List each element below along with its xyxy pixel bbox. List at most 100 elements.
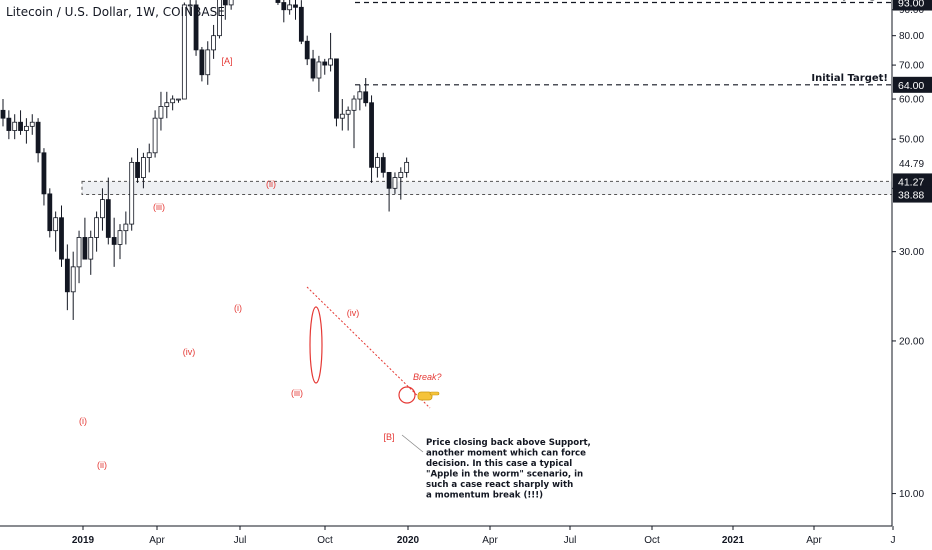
candle-body: [322, 61, 328, 66]
candle-body: [35, 121, 41, 154]
support-top-badge: [893, 173, 932, 190]
pointing-hand-icon: [417, 391, 440, 401]
x-tick-label: J: [891, 535, 896, 546]
y-tick-label-extra: 44.79: [899, 159, 924, 170]
note-line: Price closing back above Support,: [426, 438, 591, 448]
candle-body: [111, 237, 117, 245]
wave-label: [B]: [383, 432, 394, 442]
note-connector: [401, 434, 424, 453]
target-badge: [893, 76, 932, 93]
time-axis[interactable]: 2019 Apr Jul Oct 2020 Apr Jul Oct 2021 Apr J: [0, 525, 896, 546]
candle-body: [228, 0, 234, 6]
support-zone: [81, 180, 893, 196]
labels-layer: Final TargetSecondary TargetInitial Targ…: [79, 0, 888, 501]
note-line: another moment which can force: [426, 449, 586, 459]
candle-body: [404, 161, 410, 173]
candle-body: [164, 102, 170, 107]
y-tick-label: 90.00: [899, 5, 924, 16]
x-tick-label: Oct: [644, 535, 660, 546]
candle-body: [369, 102, 374, 168]
support-bottom-badge-text: 38.88: [898, 190, 924, 202]
note-line: "Apple in the worm" scenario, in: [426, 470, 583, 480]
x-tick-label: Jul: [234, 535, 247, 546]
price-axis[interactable]: 10.0020.0030.0040.0050.0060.0070.0080.00…: [891, 0, 932, 526]
candle-body: [82, 237, 88, 260]
candle-body: [94, 217, 99, 238]
note-line: a momentum break (!!!): [426, 491, 543, 501]
target-label: Secondary Target: [789, 0, 888, 2]
candle-body: [12, 121, 18, 131]
candle-body: [29, 121, 35, 127]
candle-body: [193, 4, 199, 51]
candle-body: [351, 98, 357, 111]
hand-palm: [417, 391, 433, 401]
wave-label: (iv): [347, 308, 360, 318]
hand-finger: [429, 391, 440, 396]
x-tick-label: Apr: [806, 535, 822, 546]
candle-body: [176, 98, 181, 101]
candle-body: [293, 4, 298, 8]
y-tick-label: 80.00: [899, 31, 924, 42]
wave-label: (ii): [266, 179, 276, 189]
candle-body: [152, 117, 158, 154]
candle-body: [345, 109, 351, 115]
candle-body: [281, 2, 287, 11]
x-tick-label: 2019: [72, 535, 95, 546]
wave-label: (iv): [183, 347, 196, 357]
break-circle: [398, 386, 416, 404]
candle-body: [41, 152, 47, 195]
candle-body: [205, 49, 211, 76]
note-line: such a case react sharply with: [426, 480, 573, 490]
candle-body: [357, 91, 363, 100]
candle-body: [88, 237, 94, 260]
highlight-ellipse: [309, 306, 323, 384]
candle-body: [310, 58, 316, 79]
trendline: [306, 286, 431, 409]
note-line: decision. In this case a typical: [426, 459, 572, 469]
candle-body: [275, 0, 281, 3]
candle-body: [59, 217, 64, 260]
chart-title: Litecoin / U.S. Dollar, 1W, COINBASE: [6, 5, 225, 19]
candle-body: [363, 91, 369, 104]
wave-label: (i): [79, 416, 87, 426]
candle-body: [100, 199, 105, 219]
x-tick-label: Apr: [149, 535, 165, 546]
x-tick-label: Jul: [564, 535, 577, 546]
candle-body: [298, 6, 304, 42]
wave-label: [A]: [221, 56, 232, 66]
x-tick-label: Apr: [482, 535, 498, 546]
x-tick-label: 2021: [722, 535, 745, 546]
candle-body: [6, 117, 12, 131]
candles-layer: [0, 0, 410, 320]
candle-body: [0, 109, 6, 119]
target-badge: [893, 0, 932, 11]
candle-body: [211, 35, 217, 51]
y-tick-label: 70.00: [899, 61, 924, 72]
y-tick-label: 30.00: [899, 247, 924, 258]
candle-body: [146, 152, 152, 158]
y-tick-label: 60.00: [899, 95, 924, 106]
candle-body: [398, 171, 404, 178]
candle-body: [70, 266, 76, 293]
candle-body: [135, 161, 140, 178]
target-badge-text: 64.00: [898, 80, 924, 92]
candle-body: [222, 0, 228, 6]
candle-body: [316, 61, 322, 79]
candle-body: [380, 157, 386, 173]
support-bottom-badge: [893, 186, 932, 203]
wave-label: (i): [234, 303, 242, 313]
x-tick-label: Oct: [317, 535, 333, 546]
candle-body: [140, 157, 146, 178]
break-label: Break?: [413, 372, 442, 382]
candle-body: [64, 258, 70, 293]
candle-body: [129, 161, 135, 225]
candle-body: [334, 58, 339, 119]
candle-body: [18, 121, 23, 131]
candle-body: [23, 125, 29, 131]
candle-body: [105, 199, 111, 238]
target-badge-text: 93.00: [898, 0, 924, 10]
candle-body: [392, 177, 398, 189]
candle-body: [76, 237, 82, 268]
wave-label: (iii): [153, 202, 165, 212]
